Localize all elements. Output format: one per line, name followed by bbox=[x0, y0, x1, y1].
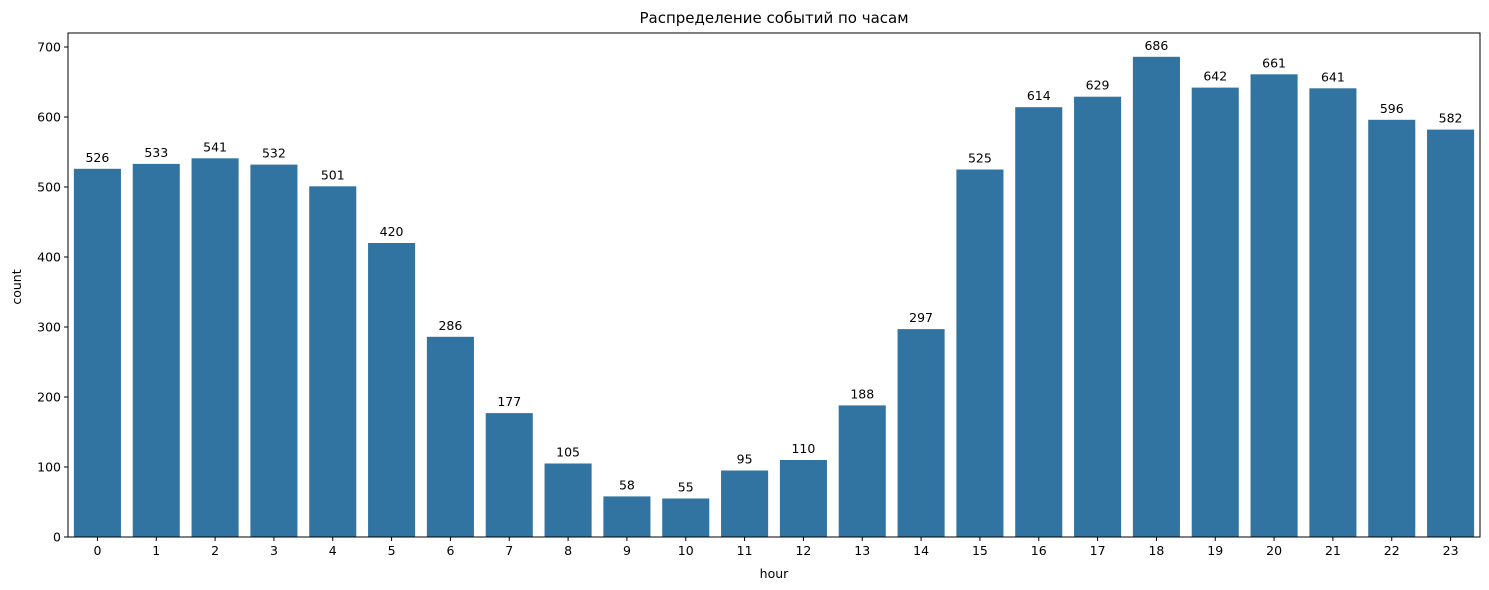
bar bbox=[603, 496, 651, 537]
y-tick-label: 600 bbox=[37, 110, 61, 125]
y-tick-label: 200 bbox=[37, 390, 61, 405]
x-tick-label: 17 bbox=[1090, 543, 1106, 558]
data-label: 525 bbox=[968, 151, 992, 166]
y-axis: 0 100 200 300 400 500 600 700 bbox=[37, 40, 68, 545]
x-tick-label: 18 bbox=[1148, 543, 1164, 558]
y-tick-label: 300 bbox=[37, 320, 61, 335]
x-tick-label: 14 bbox=[913, 543, 929, 558]
x-tick-label: 1 bbox=[152, 543, 160, 558]
y-tick-label: 500 bbox=[37, 180, 61, 195]
x-axis: 0 1 2 3 4 5 6 7 8 9 10 11 12 13 14 15 16 17 18 19 20 21 22 23 bbox=[93, 537, 1459, 558]
data-label: 95 bbox=[737, 452, 753, 467]
y-axis-label: count bbox=[9, 269, 24, 304]
x-tick-label: 12 bbox=[795, 543, 811, 558]
bar bbox=[1191, 87, 1239, 537]
x-tick-label: 11 bbox=[737, 543, 753, 558]
bar bbox=[956, 169, 1004, 537]
x-tick-label: 3 bbox=[270, 543, 278, 558]
x-tick-label: 4 bbox=[329, 543, 337, 558]
bar bbox=[250, 164, 298, 537]
data-label: 629 bbox=[1086, 78, 1110, 93]
data-label: 55 bbox=[678, 480, 694, 495]
x-tick-label: 7 bbox=[505, 543, 513, 558]
bar bbox=[191, 158, 239, 538]
y-tick-label: 0 bbox=[53, 530, 61, 545]
bar bbox=[309, 186, 357, 538]
y-tick-label: 700 bbox=[37, 40, 61, 55]
data-label: 297 bbox=[909, 310, 933, 325]
data-label: 526 bbox=[85, 150, 109, 165]
bars-layer bbox=[73, 56, 1475, 538]
x-tick-label: 0 bbox=[93, 543, 101, 558]
bar bbox=[1250, 74, 1298, 538]
x-tick-label: 15 bbox=[972, 543, 988, 558]
data-label: 533 bbox=[144, 145, 168, 160]
data-label: 188 bbox=[850, 386, 874, 401]
y-tick-label: 100 bbox=[37, 460, 61, 475]
x-axis-label: hour bbox=[760, 566, 789, 581]
bar bbox=[1074, 96, 1122, 537]
x-tick-label: 23 bbox=[1443, 543, 1459, 558]
x-tick-label: 20 bbox=[1266, 543, 1282, 558]
data-label: 532 bbox=[262, 146, 286, 161]
data-label: 501 bbox=[321, 167, 345, 182]
bar bbox=[1427, 129, 1475, 537]
data-label: 420 bbox=[380, 224, 404, 239]
chart-title: Распределение событий по часам bbox=[639, 9, 908, 27]
data-label: 642 bbox=[1203, 69, 1227, 84]
bar bbox=[73, 168, 121, 538]
data-label: 177 bbox=[497, 394, 521, 409]
x-tick-label: 21 bbox=[1325, 543, 1341, 558]
x-tick-label: 13 bbox=[854, 543, 870, 558]
data-label: 58 bbox=[619, 477, 635, 492]
x-tick-label: 2 bbox=[211, 543, 219, 558]
data-label: 686 bbox=[1144, 38, 1168, 53]
x-tick-label: 16 bbox=[1031, 543, 1047, 558]
data-labels-layer: 526 533 541 532 501 420 286 177 105 58 55 95 110 188 2… bbox=[85, 38, 1462, 495]
bar bbox=[721, 470, 769, 537]
x-tick-label: 10 bbox=[678, 543, 694, 558]
data-label: 641 bbox=[1321, 69, 1345, 84]
bar bbox=[485, 413, 533, 537]
data-label: 661 bbox=[1262, 55, 1286, 70]
x-tick-label: 8 bbox=[564, 543, 572, 558]
bar bbox=[1015, 107, 1063, 537]
y-tick-label: 400 bbox=[37, 250, 61, 265]
bar bbox=[1309, 88, 1357, 538]
x-tick-label: 5 bbox=[388, 543, 396, 558]
bar bbox=[1132, 56, 1180, 538]
bar bbox=[897, 329, 945, 537]
data-label: 596 bbox=[1380, 101, 1404, 116]
data-label: 541 bbox=[203, 139, 227, 154]
bar bbox=[544, 463, 592, 537]
bar bbox=[368, 243, 416, 537]
data-label: 286 bbox=[438, 318, 462, 333]
data-label: 110 bbox=[791, 441, 815, 456]
data-label: 105 bbox=[556, 445, 580, 460]
data-label: 614 bbox=[1027, 88, 1051, 103]
plot-frame bbox=[67, 32, 1481, 538]
bar bbox=[426, 336, 474, 537]
bar bbox=[662, 498, 710, 537]
x-tick-label: 19 bbox=[1207, 543, 1223, 558]
bar bbox=[1368, 119, 1416, 538]
bar bbox=[779, 460, 827, 537]
data-label: 582 bbox=[1439, 111, 1463, 126]
x-tick-label: 9 bbox=[623, 543, 631, 558]
bar bbox=[132, 163, 180, 537]
bar bbox=[838, 405, 886, 537]
x-tick-label: 22 bbox=[1384, 543, 1400, 558]
x-tick-label: 6 bbox=[446, 543, 454, 558]
